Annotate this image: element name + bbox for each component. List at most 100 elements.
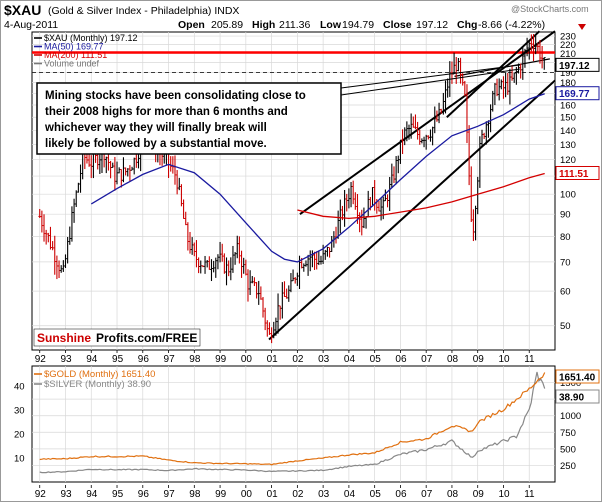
chart-symbol: $XAU [4, 2, 41, 18]
price-tick-label: 230 [560, 32, 576, 43]
x-tick-label: 94 [86, 354, 98, 365]
gold-line [39, 372, 546, 466]
brand-logo: Sunshine Profits.com/FREE [33, 328, 201, 347]
price-tick-label: 180 [560, 78, 576, 89]
channel-steep-line [446, 30, 541, 118]
channel-upper-line [299, 30, 556, 215]
ma200-line [297, 172, 545, 220]
legend-entry: Volume undef [44, 59, 100, 69]
annotation-text: Mining stocks have been consolidating cl… [44, 90, 306, 150]
price-tick-label: 130 [560, 140, 576, 151]
price-panel [31, 31, 556, 351]
price-tick-label: 190 [560, 68, 576, 79]
ma200-value-label-box [555, 165, 600, 180]
quote-date: 4-Aug-2011 [4, 19, 58, 31]
x-tick-label: 11 [524, 354, 535, 365]
price-tick-label: 210 [560, 49, 576, 60]
legend-entry: MA(50) 169.77 [44, 42, 104, 52]
metals-left-tick: 10 [14, 454, 25, 465]
x-tick-label: 97 [164, 354, 176, 365]
x-tick-label: 04 [344, 489, 356, 500]
ma50-value-label: 169.77 [559, 89, 590, 100]
x-tick-label: 10 [498, 354, 510, 365]
x-tick-label: 03 [318, 489, 330, 500]
watermark: @StockCharts.com [511, 4, 589, 14]
legend-entry: MA(200) 111.51 [44, 50, 107, 60]
x-tick-label: 93 [60, 489, 72, 500]
price-tick-label: 70 [560, 257, 571, 268]
metals-right-tick: 1000 [560, 411, 581, 422]
x-tick-label: 95 [112, 489, 124, 500]
x-tick-label: 03 [318, 354, 330, 365]
price-tick-label: 160 [560, 100, 576, 111]
x-tick-label: 97 [164, 489, 176, 500]
x-tick-label: 96 [138, 489, 150, 500]
open-label: Open [178, 19, 205, 31]
ma50-value-label-box [555, 86, 600, 101]
low-value: 194.79 [342, 19, 374, 31]
metals-left-tick: 30 [14, 406, 25, 417]
close-value: 197.12 [416, 19, 448, 31]
metals-right-tick: 1500 [560, 378, 581, 389]
ma50-line [90, 93, 545, 263]
price-tick-label: 90 [560, 210, 571, 221]
silver-line [39, 371, 546, 474]
open-value: 205.89 [211, 19, 243, 31]
quote-line: Open 205.89 High 211.36 Low 194.79 Close… [178, 19, 545, 31]
metals-grid [32, 366, 555, 482]
metals-value-labels: 1651.40 38.90 [555, 369, 600, 404]
chart-description: (Gold & Silver Index - Philadelphia) IND… [48, 5, 239, 17]
silver-value-label-box [555, 389, 600, 404]
legend-entry: $GOLD (Monthly) 1651.40 [44, 369, 155, 380]
x-tick-label: 09 [473, 354, 485, 365]
x-tick-label: 10 [498, 489, 510, 500]
x-tick-label: 06 [395, 354, 407, 365]
metals-left-tick: 40 [14, 382, 25, 393]
x-tick-label: 02 [292, 489, 304, 500]
low-label: Low [320, 19, 342, 31]
close-label: Close [383, 19, 412, 31]
x-tick-label: 07 [421, 489, 433, 500]
price-tick-label: 220 [560, 40, 576, 51]
price-tick-label: 140 [560, 126, 576, 137]
x-tick-label: 09 [473, 489, 485, 500]
last-price-label: 197.12 [559, 61, 590, 72]
x-tick-label: 92 [35, 489, 47, 500]
x-tick-label: 08 [447, 354, 459, 365]
x-tick-label: 93 [60, 354, 72, 365]
x-axis-bottom: 92 93 94 95 96 97 98 99 00 01 02 03 04 05 06 07 08 09 10 11 [35, 485, 535, 500]
x-tick-label: 05 [370, 489, 382, 500]
x-tick-label: 02 [292, 354, 304, 365]
price-tick-label: 100 [560, 190, 576, 201]
legend-entry: $SILVER (Monthly) 38.90 [44, 379, 151, 390]
ma200-value-label: 111.51 [559, 169, 589, 180]
x-tick-label: 08 [447, 489, 459, 500]
x-tick-label: 92 [35, 354, 47, 365]
high-label: High [252, 19, 275, 31]
price-tick-label: 50 [560, 321, 571, 332]
annotation-box: Mining stocks have been consolidating cl… [36, 64, 521, 155]
x-axis-middle: 92 93 94 95 96 97 98 99 00 01 02 03 04 05 06 07 08 09 10 11 [35, 350, 535, 365]
price-tick-label: 60 [560, 287, 571, 298]
x-tick-label: 04 [344, 354, 356, 365]
metals-plot [39, 371, 546, 474]
high-value: 211.36 [279, 19, 310, 31]
price-value-labels: 197.12 169.77 111.51 [555, 57, 600, 180]
gold-value-label-box [555, 369, 600, 384]
x-tick-label: 00 [241, 354, 253, 365]
legend-entry: $XAU (Monthly) 197.12 [44, 33, 138, 43]
brand-part2: Profits.com/FREE [96, 331, 197, 345]
metals-left-tick: 20 [14, 430, 25, 441]
gold-value-label: 1651.40 [559, 373, 596, 384]
x-tick-label: 94 [86, 489, 98, 500]
x-tick-label: 96 [138, 354, 150, 365]
last-price-label-box [555, 57, 600, 72]
metals-right-tick: 250 [560, 461, 576, 472]
x-tick-label: 98 [189, 354, 201, 365]
x-tick-label: 95 [112, 354, 124, 365]
x-tick-label: 99 [215, 489, 227, 500]
x-tick-label: 07 [421, 354, 433, 365]
